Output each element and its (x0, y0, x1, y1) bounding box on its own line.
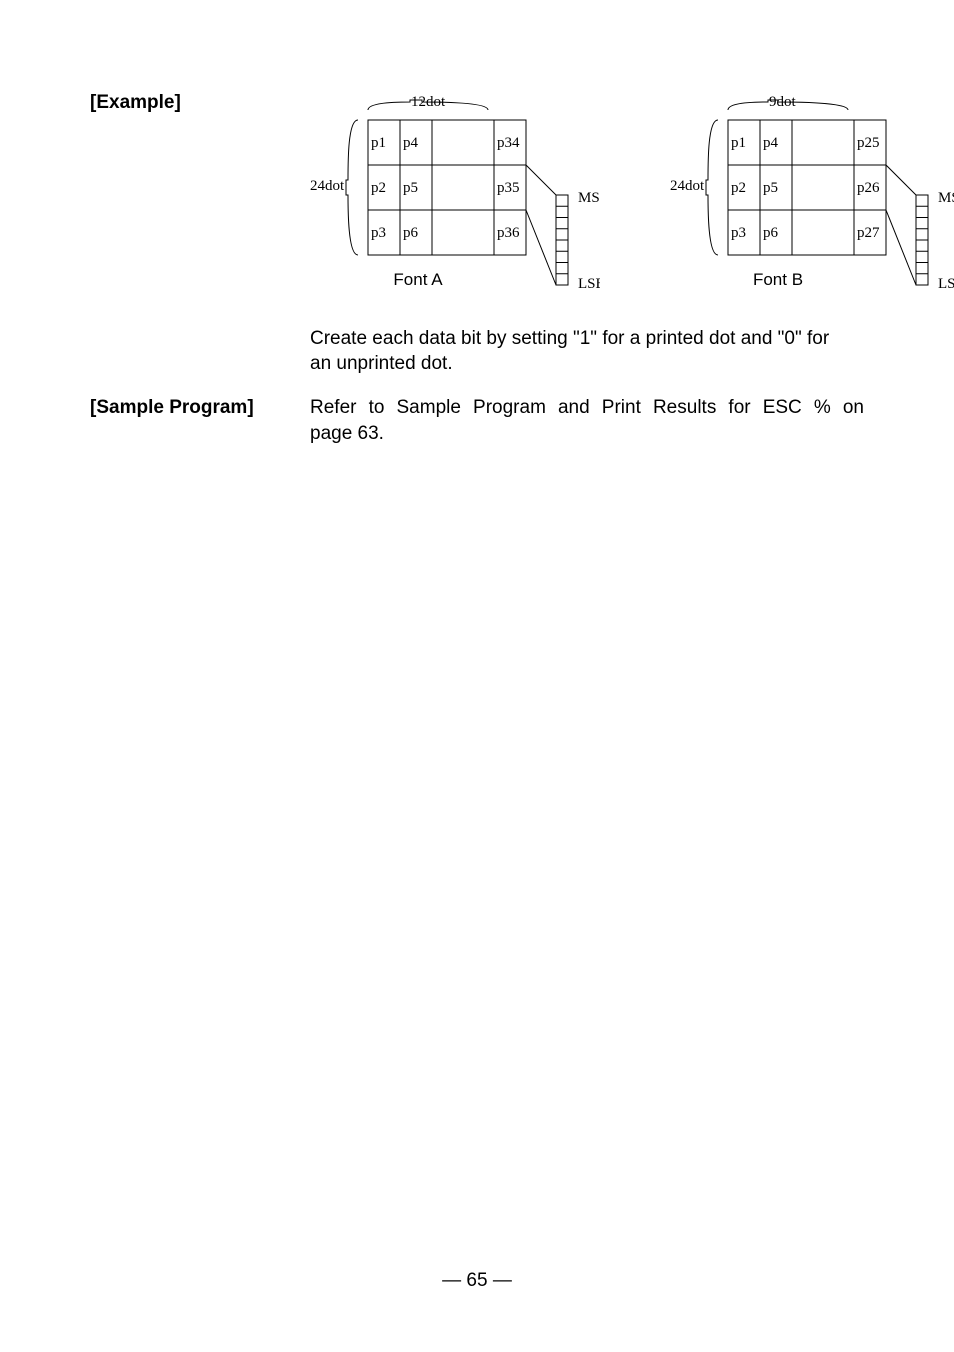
diagram-b-top-label: 9dot (769, 94, 797, 110)
cell: p1 (731, 135, 746, 151)
example-body: Create each data bit by setting "1" for … (310, 326, 954, 377)
font-a-label: Font A (393, 270, 443, 289)
cell: p3 (371, 225, 386, 241)
msb-label: MSB (578, 190, 600, 206)
cell: p1 (371, 135, 386, 151)
cell: p5 (403, 180, 418, 196)
cell: p6 (403, 225, 419, 241)
cell: p35 (497, 180, 520, 196)
cell: p4 (403, 135, 419, 151)
sample-program-body: Refer to Sample Program and Print Result… (310, 395, 864, 446)
diagram-a-left-label: 24dot (310, 178, 345, 194)
diagram-container: 12dot 24dot (310, 90, 954, 298)
cell: p34 (497, 135, 520, 151)
sample-program-line1: Refer to Sample Program and Print Result… (310, 395, 864, 421)
lsb-label: LSB (938, 276, 954, 290)
cell: p2 (371, 180, 386, 196)
cell: p6 (763, 225, 779, 241)
sample-program-heading: [Sample Program] (90, 395, 310, 419)
cell: p25 (857, 135, 880, 151)
page-number: — 65 — (0, 1270, 954, 1292)
example-line2: an unprinted dot. (310, 353, 453, 374)
example-line1: Create each data bit by setting "1" for … (310, 328, 829, 349)
diagram-b-svg: 9dot 24dot (670, 90, 954, 290)
diagram-b-left-label: 24dot (670, 178, 705, 194)
cell: p5 (763, 180, 778, 196)
cell: p36 (497, 225, 520, 241)
diagram-font-b: 9dot 24dot (670, 90, 954, 298)
cell: p3 (731, 225, 746, 241)
cell: p4 (763, 135, 779, 151)
diagram-a-svg: 12dot 24dot (310, 90, 600, 290)
diagram-a-top-label: 12dot (411, 94, 446, 110)
diagram-font-a: 12dot 24dot (310, 90, 600, 298)
cell: p2 (731, 180, 746, 196)
msb-label: MSB (938, 190, 954, 206)
cell: p26 (857, 180, 880, 196)
example-heading: [Example] (90, 90, 310, 114)
font-b-label: Font B (753, 270, 803, 289)
lsb-label: LSB (578, 276, 600, 290)
cell: p27 (857, 225, 880, 241)
sample-program-line2: page 63. (310, 423, 384, 444)
